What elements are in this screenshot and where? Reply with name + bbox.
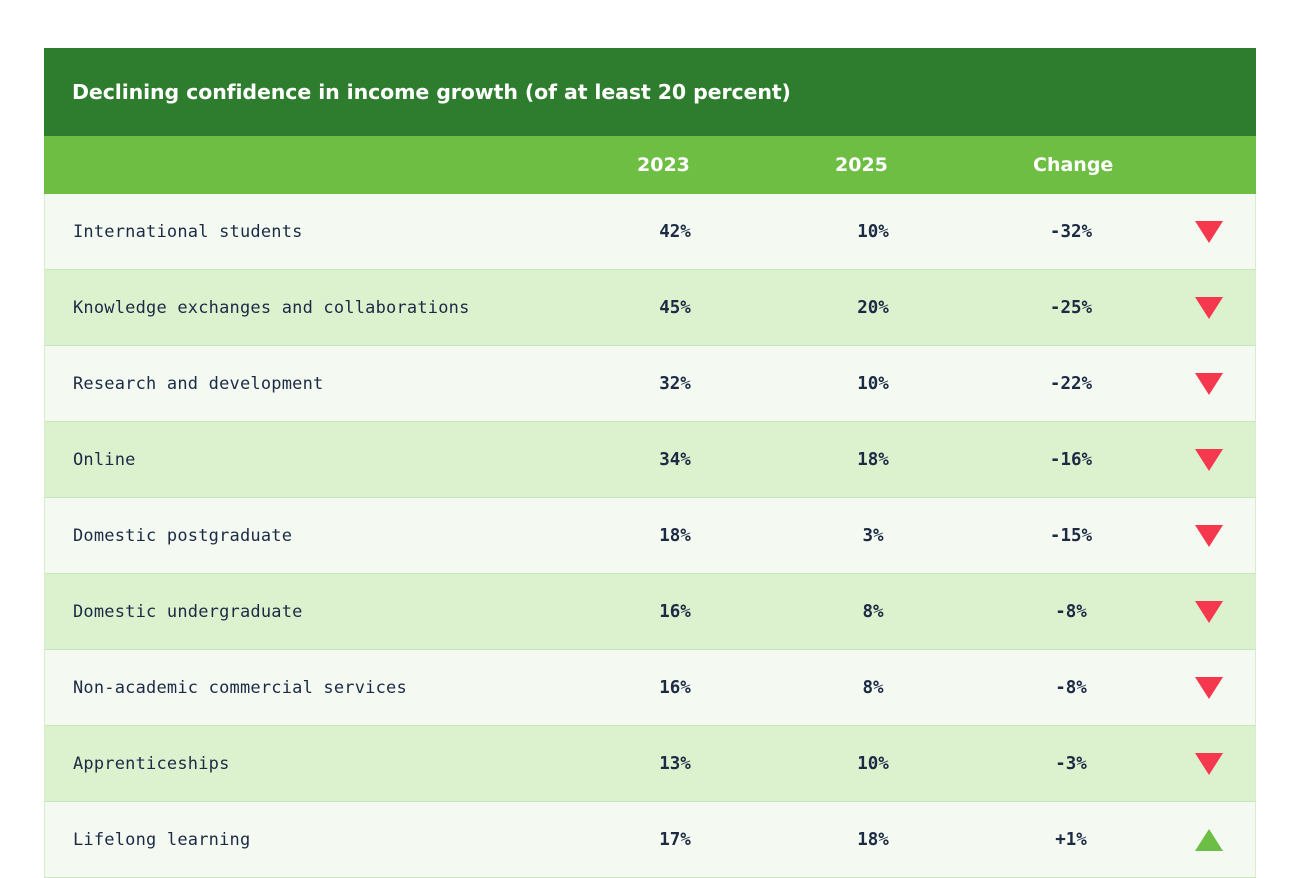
triangle-down-icon <box>1194 448 1223 471</box>
row-trend-cell <box>1190 220 1255 243</box>
row-label: International students <box>73 221 303 242</box>
row-trend-cell <box>1190 448 1255 471</box>
row-value-change: -15% <box>1049 525 1093 546</box>
row-label: Online <box>73 449 136 470</box>
row-trend-cell <box>1190 752 1255 775</box>
row-label: Research and development <box>73 373 324 394</box>
row-value-2023: 13% <box>659 753 691 774</box>
row-value-2023: 17% <box>659 829 691 850</box>
row-value-2025: 20% <box>857 297 889 318</box>
column-header-2025: 2025 <box>835 154 888 176</box>
table-row: International students 42% 10% -32% <box>44 194 1256 270</box>
row-value-2025: 10% <box>857 373 889 394</box>
row-trend-cell <box>1190 600 1255 623</box>
table-title-bar: Declining confidence in income growth (o… <box>44 48 1256 136</box>
row-value-2023: 34% <box>659 449 691 470</box>
table-row: Domestic postgraduate 18% 3% -15% <box>44 498 1256 574</box>
row-value-change: -8% <box>1055 601 1087 622</box>
row-value-2025: 8% <box>862 601 884 622</box>
row-value-change: -22% <box>1049 373 1093 394</box>
row-value-2023: 18% <box>659 525 691 546</box>
row-trend-cell <box>1190 676 1255 699</box>
triangle-down-icon <box>1194 524 1223 547</box>
row-label: Non-academic commercial services <box>73 677 407 698</box>
row-value-change: -3% <box>1055 753 1087 774</box>
triangle-down-icon <box>1194 752 1223 775</box>
table-row: Online 34% 18% -16% <box>44 422 1256 498</box>
row-label: Domestic undergraduate <box>73 601 303 622</box>
row-value-2025: 10% <box>857 221 889 242</box>
row-value-2025: 18% <box>857 829 889 850</box>
row-trend-cell <box>1190 296 1255 319</box>
row-value-2025: 10% <box>857 753 889 774</box>
row-value-2023: 32% <box>659 373 691 394</box>
triangle-up-icon <box>1194 828 1223 851</box>
confidence-table-card: Declining confidence in income growth (o… <box>44 48 1256 878</box>
column-header-2023: 2023 <box>637 154 690 176</box>
triangle-down-icon <box>1194 600 1223 623</box>
table-row: Apprenticeships 13% 10% -3% <box>44 726 1256 802</box>
table-row: Non-academic commercial services 16% 8% … <box>44 650 1256 726</box>
row-label: Domestic postgraduate <box>73 525 293 546</box>
row-value-2025: 8% <box>862 677 884 698</box>
row-value-2023: 42% <box>659 221 691 242</box>
table-row: Knowledge exchanges and collaborations 4… <box>44 270 1256 346</box>
triangle-down-icon <box>1194 296 1223 319</box>
row-value-2023: 45% <box>659 297 691 318</box>
row-value-change: -16% <box>1049 449 1093 470</box>
table-row: Domestic undergraduate 16% 8% -8% <box>44 574 1256 650</box>
triangle-down-icon <box>1194 220 1223 243</box>
table-header-row: 2023 2025 Change <box>44 136 1256 194</box>
row-label: Lifelong learning <box>73 829 251 850</box>
row-label: Apprenticeships <box>73 753 230 774</box>
row-value-change: +1% <box>1055 829 1087 850</box>
triangle-down-icon <box>1194 372 1223 395</box>
row-value-change: -25% <box>1049 297 1093 318</box>
page-title: Declining confidence in income growth (o… <box>72 80 791 104</box>
row-value-2023: 16% <box>659 601 691 622</box>
row-trend-cell <box>1190 524 1255 547</box>
row-value-2023: 16% <box>659 677 691 698</box>
row-trend-cell <box>1190 828 1255 851</box>
column-header-change: Change <box>1033 154 1114 176</box>
triangle-down-icon <box>1194 676 1223 699</box>
row-label: Knowledge exchanges and collaborations <box>73 297 470 318</box>
row-value-change: -8% <box>1055 677 1087 698</box>
table-row: Lifelong learning 17% 18% +1% <box>44 802 1256 878</box>
row-trend-cell <box>1190 372 1255 395</box>
row-value-change: -32% <box>1049 221 1093 242</box>
row-value-2025: 18% <box>857 449 889 470</box>
table-row: Research and development 32% 10% -22% <box>44 346 1256 422</box>
row-value-2025: 3% <box>862 525 884 546</box>
